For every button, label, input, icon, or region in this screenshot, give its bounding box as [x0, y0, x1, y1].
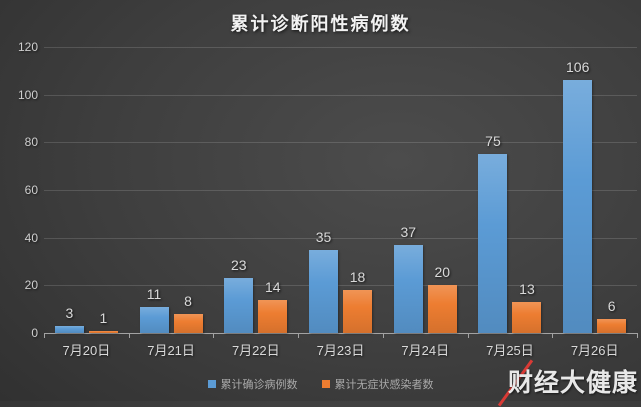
bar-rect: [512, 302, 542, 333]
plot-area: 3 1 11 8 23 14 35 18 37 20 75 13 106 6: [44, 47, 638, 338]
gridline: [44, 47, 637, 48]
bar-value-label: 1: [99, 309, 108, 326]
x-axis-label: 7月21日: [147, 343, 195, 358]
bar-value-label: 8: [184, 292, 192, 309]
y-axis-tick-label: 0: [31, 326, 38, 340]
bar-confirmed: 75: [478, 133, 508, 333]
bar-asymptomatic: 1: [88, 310, 118, 333]
gridline: [44, 285, 637, 287]
x-axis-tick: [298, 333, 300, 338]
x-axis-label: 7月26日: [570, 343, 619, 358]
bar-asymptomatic: 18: [343, 269, 373, 333]
x-axis-tick: [552, 333, 554, 338]
bar-confirmed: 37: [393, 224, 423, 333]
bar-rect: [427, 285, 457, 333]
gridline: [44, 237, 637, 239]
bar-group: 23 14: [213, 257, 298, 333]
chart-title: 累计诊断阳性病例数: [230, 14, 411, 34]
x-axis-label: 7月22日: [231, 343, 280, 358]
y-axis-tick-label: 80: [24, 135, 38, 150]
bar-value-label: 75: [485, 133, 501, 150]
bar-value-label: 20: [434, 264, 451, 281]
y-axis-tick-label: 100: [17, 87, 38, 102]
x-axis-tick: [128, 333, 130, 338]
x-axis-label: 7月25日: [486, 343, 534, 358]
x-axis-label: 7月20日: [62, 343, 111, 358]
x-axis-tick: [467, 333, 469, 338]
bar-rect: [88, 330, 118, 333]
bar-rect: [393, 244, 423, 333]
bar-asymptomatic: 14: [258, 279, 288, 333]
bar-value-label: 106: [565, 59, 590, 76]
legend-swatch-orange-icon: [321, 380, 330, 388]
y-axis-tick-label: 60: [24, 183, 38, 197]
legend-label-confirmed: 累计确诊病例数: [220, 379, 298, 391]
bar-confirmed: 35: [309, 229, 339, 333]
bar-rect: [309, 249, 339, 333]
bar-value-label: 14: [265, 278, 281, 295]
legend-item-asymptomatic: 累计无症状感染者数: [321, 376, 434, 392]
x-axis-tick: [637, 333, 638, 338]
bar-rect: [224, 278, 254, 333]
bar-confirmed: 23: [224, 257, 254, 333]
bar-group: 37 20: [383, 224, 468, 333]
gridline: [44, 94, 637, 96]
bar-asymptomatic: 13: [512, 281, 542, 333]
bar-value-label: 23: [231, 257, 247, 274]
legend: 累计确诊病例数 累计无症状感染者数: [0, 376, 641, 392]
gridline: [44, 190, 637, 191]
gridline: [44, 142, 637, 144]
bar-value-label: 11: [146, 285, 162, 302]
x-axis-label: 7月23日: [316, 343, 365, 358]
bar-group: 35 18: [298, 229, 383, 333]
legend-label-asymptomatic: 累计无症状感染者数: [334, 379, 434, 391]
bar-value-label: 6: [607, 297, 616, 314]
bar-groups: 3 1 11 8 23 14 35 18 37 20 75 13 106 6: [44, 47, 637, 333]
bar-value-label: 3: [65, 304, 74, 321]
legend-swatch-blue-icon: [207, 380, 216, 388]
bar-confirmed: 11: [139, 286, 169, 333]
bar-group: 106 6: [552, 59, 637, 333]
y-axis-tick-label: 20: [24, 278, 38, 293]
bar-asymptomatic: 6: [597, 298, 627, 333]
bar-rect: [478, 154, 508, 333]
x-axis-tick: [382, 333, 384, 338]
bar-asymptomatic: 20: [427, 264, 457, 333]
bar-rect: [173, 313, 203, 333]
bar-value-label: 13: [519, 281, 535, 298]
bar-rect: [597, 318, 627, 333]
bar-value-label: 18: [349, 269, 366, 286]
legend-item-confirmed: 累计确诊病例数: [207, 376, 298, 392]
x-axis-labels: 7月20日 7月21日 7月22日 7月23日 7月24日 7月25日 7月26日: [44, 340, 637, 359]
bar-asymptomatic: 8: [173, 293, 203, 333]
bar-value-label: 37: [400, 223, 417, 240]
x-axis-tick: [44, 333, 45, 338]
watermark-text: 财经大健康: [507, 369, 638, 397]
y-axis-tick-label: 120: [17, 40, 38, 54]
y-axis-tick-label: 40: [24, 230, 38, 245]
bar-confirmed: 106: [563, 59, 593, 333]
watermark-logo: 财经大健康: [488, 359, 638, 407]
x-axis-tick: [213, 333, 215, 338]
bar-group: 75 13: [468, 133, 553, 333]
bar-rect: [343, 290, 373, 333]
bar-confirmed: 3: [54, 305, 84, 333]
bar-rect: [139, 306, 169, 333]
bar-rect: [258, 299, 288, 333]
x-axis-label: 7月24日: [401, 343, 450, 358]
bar-rect: [54, 325, 84, 333]
bar-group: 11 8: [129, 286, 214, 333]
bar-rect: [563, 80, 593, 333]
bar-value-label: 35: [315, 228, 332, 245]
